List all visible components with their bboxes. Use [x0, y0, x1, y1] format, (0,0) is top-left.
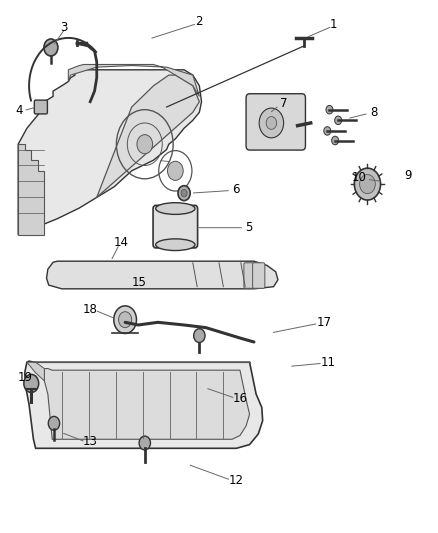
Circle shape [139, 436, 150, 450]
Ellipse shape [155, 203, 195, 214]
Text: 9: 9 [404, 168, 411, 182]
Polygon shape [68, 64, 199, 96]
Circle shape [360, 174, 375, 193]
Ellipse shape [155, 239, 195, 251]
Polygon shape [25, 361, 263, 448]
Text: 6: 6 [232, 183, 239, 196]
Circle shape [137, 135, 152, 154]
Text: 19: 19 [17, 370, 32, 384]
Circle shape [178, 185, 190, 200]
Polygon shape [18, 144, 44, 235]
Circle shape [354, 168, 381, 200]
Polygon shape [97, 75, 199, 197]
Circle shape [181, 189, 187, 197]
Circle shape [119, 312, 132, 328]
Text: 15: 15 [132, 276, 147, 289]
Circle shape [259, 108, 284, 138]
Text: 17: 17 [316, 316, 331, 329]
Polygon shape [46, 261, 278, 289]
Text: 16: 16 [233, 392, 247, 405]
Polygon shape [18, 70, 201, 235]
Text: 3: 3 [60, 21, 68, 34]
Text: 1: 1 [330, 18, 337, 31]
FancyBboxPatch shape [244, 263, 256, 288]
FancyBboxPatch shape [253, 263, 265, 288]
Text: 2: 2 [195, 15, 202, 28]
Text: 7: 7 [280, 98, 287, 110]
Circle shape [44, 39, 58, 56]
FancyBboxPatch shape [153, 205, 198, 248]
Text: 5: 5 [245, 221, 252, 234]
FancyBboxPatch shape [246, 94, 305, 150]
Text: 18: 18 [83, 303, 98, 316]
Polygon shape [27, 362, 44, 381]
Polygon shape [44, 368, 250, 439]
Circle shape [324, 127, 331, 135]
Text: 12: 12 [229, 474, 244, 487]
Text: 4: 4 [15, 104, 23, 117]
Text: 10: 10 [351, 171, 366, 184]
FancyBboxPatch shape [34, 100, 47, 114]
Text: 11: 11 [321, 356, 336, 369]
Text: 8: 8 [370, 106, 378, 119]
Circle shape [332, 136, 339, 145]
Circle shape [335, 116, 342, 125]
Circle shape [167, 161, 183, 180]
Circle shape [326, 106, 333, 114]
Text: 14: 14 [113, 236, 128, 249]
Circle shape [114, 306, 137, 334]
Circle shape [266, 117, 277, 130]
Circle shape [48, 416, 60, 430]
Circle shape [194, 329, 205, 343]
Text: 13: 13 [83, 435, 98, 448]
Circle shape [24, 374, 39, 392]
